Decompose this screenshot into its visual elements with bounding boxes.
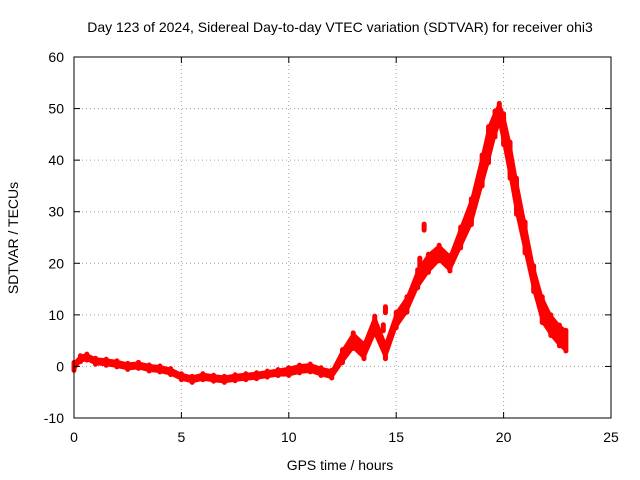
- x-tick-label: 0: [70, 429, 78, 445]
- chart-title: Day 123 of 2024, Sidereal Day-to-day VTE…: [87, 19, 593, 35]
- x-axis: 0 5 10 15 20 25: [70, 57, 619, 445]
- y-tick-label: 50: [48, 101, 64, 117]
- series-sdtvar: [71, 100, 569, 385]
- y-axis-title: SDTVAR / TECUs: [5, 182, 21, 294]
- y-tick-label: 20: [48, 255, 64, 271]
- y-tick-label: 10: [48, 307, 64, 323]
- x-tick-label: 15: [388, 429, 404, 445]
- y-tick-label: 60: [48, 49, 64, 65]
- x-axis-title: GPS time / hours: [287, 457, 394, 473]
- x-tick-label: 10: [281, 429, 297, 445]
- plot-frame: [73, 56, 612, 419]
- x-tick-label: 25: [603, 429, 619, 445]
- x-tick-label: 5: [178, 429, 186, 445]
- x-tick-label: 20: [496, 429, 512, 445]
- y-axis: -10 0 10 20 30 40 50 60: [44, 49, 611, 426]
- y-tick-label: -10: [44, 410, 64, 426]
- y-tick-label: 30: [48, 204, 64, 220]
- y-tick-label: 0: [56, 358, 64, 374]
- y-tick-label: 40: [48, 152, 64, 168]
